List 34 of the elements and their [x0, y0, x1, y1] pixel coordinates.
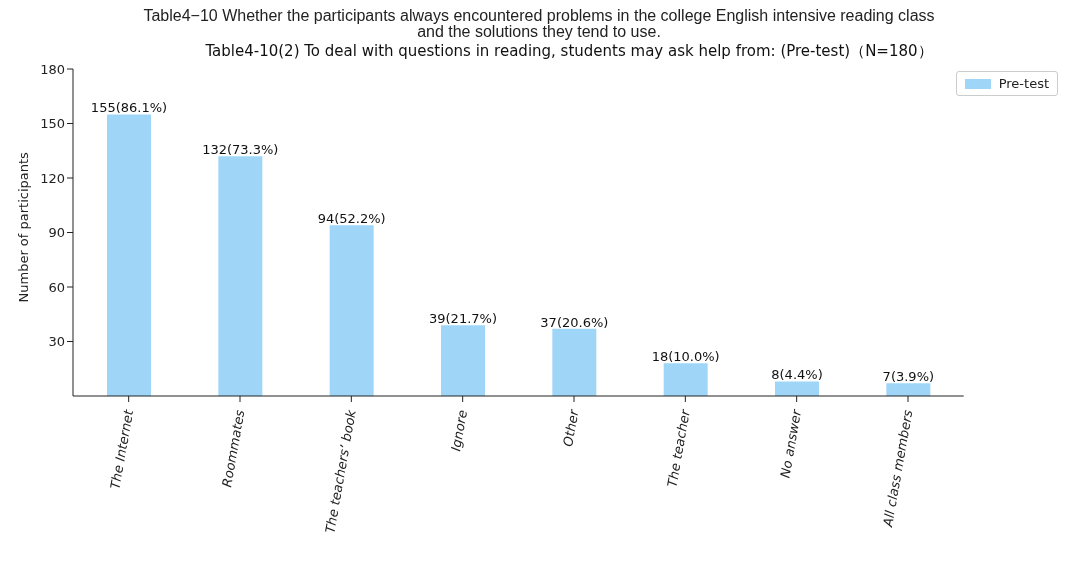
- chart-title: Table4−10 Whether the participants always encountered problems in the college English intensive reading class and the solutions they tend to use.: [142, 7, 936, 40]
- x-tick-label: The Internet: [107, 407, 137, 491]
- bar: [552, 328, 597, 396]
- data-label: 8(4.4%): [771, 367, 823, 383]
- y-tick-label: 90: [48, 225, 65, 241]
- y-axis-title: Number of participants: [15, 151, 31, 303]
- bar: [218, 156, 263, 396]
- data-label: 37(20.6%): [540, 314, 609, 330]
- bar: [107, 114, 151, 396]
- data-label: 132(73.3%): [202, 142, 279, 158]
- data-label: 7(3.9%): [882, 369, 935, 385]
- y-tick-label: 120: [40, 170, 65, 186]
- bar: [329, 225, 374, 396]
- x-tick-label: The teachers’ book: [322, 408, 359, 535]
- y-tick-label: 30: [48, 334, 65, 350]
- y-tick-label: 150: [40, 116, 65, 132]
- data-label: 155(86.1%): [90, 100, 168, 116]
- y-tick-label: 180: [40, 61, 65, 77]
- data-label: 39(21.7%): [429, 311, 497, 327]
- bar: [441, 325, 485, 396]
- x-tick-label: The teacher: [664, 407, 694, 489]
- y-tick-label: 60: [48, 279, 65, 295]
- x-tick-label: Roommates: [219, 408, 248, 489]
- bar: [775, 381, 819, 396]
- x-tick-label: All class members: [879, 408, 916, 529]
- bar: [663, 363, 708, 396]
- data-label: 94(52.2%): [317, 211, 386, 227]
- legend-label: Pre-test: [997, 76, 1049, 91]
- x-tick-label: Other: [560, 407, 582, 448]
- x-tick-label: Ignore: [448, 408, 471, 453]
- x-tick-label: No answer: [777, 407, 805, 480]
- bar: [886, 383, 931, 396]
- chart-subtitle: Table4-10(2) To deal with questions in reading, students may ask help from: (Pre-test)（N=180）: [204, 42, 934, 61]
- data-label: 18(10.0%): [651, 349, 720, 365]
